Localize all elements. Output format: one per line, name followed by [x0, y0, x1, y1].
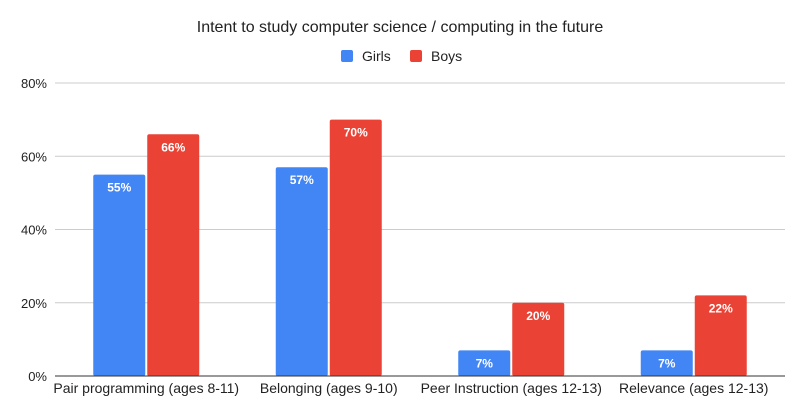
x-category-label: Peer Instruction (ages 12-13): [421, 380, 602, 396]
bar-girls: [640, 350, 693, 376]
y-tick-label: 60%: [21, 149, 47, 164]
bar-boys: [329, 119, 382, 376]
legend-label-girls: Girls: [362, 48, 391, 64]
data-label-boys: 70%: [344, 126, 368, 140]
y-tick-label: 0%: [28, 369, 47, 384]
x-category-label: Relevance (ages 12-13): [619, 380, 768, 396]
data-label-girls: 7%: [658, 356, 676, 370]
x-category-label: Belonging (ages 9-10): [260, 380, 398, 396]
bar-girls: [458, 350, 511, 376]
y-tick-label: 80%: [21, 76, 47, 91]
data-label-girls: 57%: [290, 173, 314, 187]
bar-girls: [275, 167, 328, 376]
legend-swatch-girls: [341, 50, 353, 62]
y-tick-label: 40%: [21, 223, 47, 238]
legend-swatch-boys: [410, 50, 422, 62]
data-label-boys: 22%: [709, 301, 733, 315]
bar-girls: [93, 174, 146, 376]
legend: Girls Boys: [341, 48, 462, 64]
chart-title: Intent to study computer science / compu…: [197, 19, 604, 36]
legend-label-boys: Boys: [431, 48, 462, 64]
bar-boys: [147, 134, 200, 376]
y-tick-label: 20%: [21, 296, 47, 311]
x-category-label: Pair programming (ages 8-11): [53, 380, 239, 396]
data-label-boys: 20%: [526, 309, 550, 323]
x-axis-categories: Pair programming (ages 8-11) Belonging (a…: [53, 380, 768, 396]
bar-boys: [512, 302, 565, 376]
y-axis-ticks: 0% 20% 40% 60% 80%: [21, 76, 47, 384]
data-label-boys: 66%: [161, 140, 185, 154]
data-label-girls: 7%: [476, 356, 494, 370]
bar-boys: [694, 295, 747, 376]
data-labels: 55% 66% 57% 70% 7% 20% 7% 22%: [107, 126, 733, 371]
data-label-girls: 55%: [107, 181, 131, 195]
bars: [93, 119, 747, 376]
